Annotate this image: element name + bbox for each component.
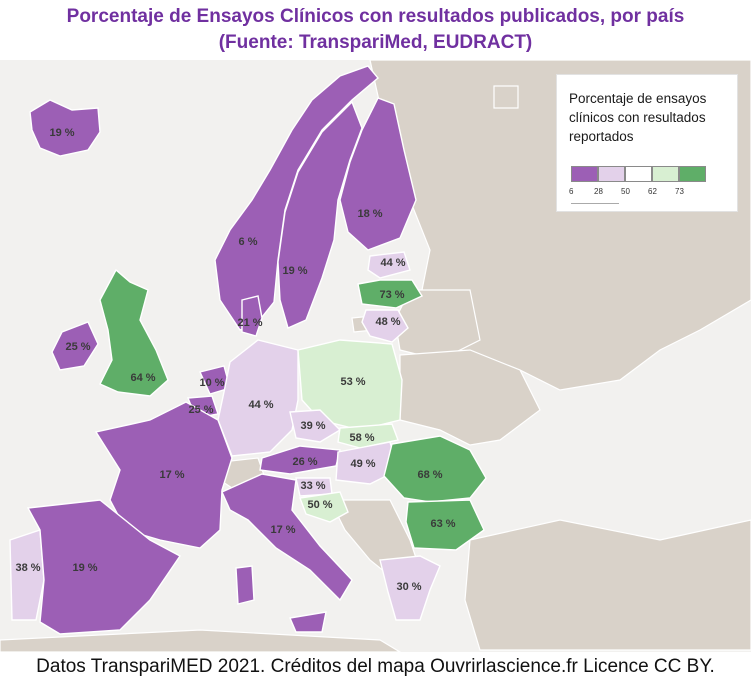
legend: Porcentaje de ensayos clínicos con resul… (556, 74, 738, 212)
country-denmark (241, 295, 263, 337)
legend-swatch-green (679, 166, 706, 182)
country-latvia (357, 279, 424, 309)
country-turkey (464, 519, 751, 651)
label-bulgaria: 63 % (430, 518, 455, 530)
country-czechia (289, 409, 342, 443)
label-denmark: 21 % (237, 317, 262, 329)
label-iceland: 19 % (49, 127, 74, 139)
label-lithuania: 48 % (375, 316, 400, 328)
country-ireland (51, 321, 99, 371)
label-romania: 68 % (417, 469, 442, 481)
map-title: Porcentaje de Ensayos Clínicos con resul… (0, 4, 751, 56)
label-france: 17 % (159, 469, 184, 481)
legend-swatch-light-purple (598, 166, 625, 182)
country-lithuania (361, 309, 409, 343)
country-sweden (277, 100, 363, 329)
legend-swatch-white (625, 166, 652, 182)
country-iceland (29, 99, 101, 157)
country-bulgaria (405, 499, 485, 551)
legend-tick: 28 (594, 187, 603, 196)
country-romania (383, 435, 487, 503)
label-united-kingdom: 64 % (130, 372, 155, 384)
country-africa-coast (0, 629, 402, 652)
label-hungary: 49 % (350, 458, 375, 470)
country-italy (221, 473, 353, 602)
label-slovenia: 33 % (300, 480, 325, 492)
label-belgium: 25 % (188, 404, 213, 416)
label-spain: 19 % (72, 562, 97, 574)
label-austria: 26 % (292, 456, 317, 468)
title-line-1: Porcentaje de Ensayos Clínicos con resul… (66, 6, 685, 27)
legend-swatch-light-green (652, 166, 679, 182)
credit-footer: Datos TranspariMED 2021. Créditos del ma… (36, 656, 715, 677)
country-estonia (367, 251, 411, 279)
label-poland: 53 % (340, 376, 365, 388)
label-croatia: 50 % (307, 499, 332, 511)
label-ireland: 25 % (65, 341, 90, 353)
country-france (94, 401, 233, 549)
country-poland (297, 339, 403, 431)
label-germany: 44 % (248, 399, 273, 411)
legend-tick: 50 (621, 187, 630, 196)
label-italy: 17 % (270, 524, 295, 536)
country-austria (259, 445, 341, 475)
legend-swatch-purple (571, 166, 598, 182)
label-latvia: 73 % (379, 289, 404, 301)
label-czechia: 39 % (300, 420, 325, 432)
legend-title: Porcentaje de ensayos clínicos con resul… (569, 91, 707, 144)
legend-tick: 73 (675, 187, 684, 196)
label-netherlands: 10 % (199, 377, 224, 389)
legend-underline (571, 203, 619, 204)
title-line-2: (Fuente: TranspariMed, EUDRACT) (218, 32, 533, 53)
legend-color-scale (571, 166, 706, 182)
country-croatia (299, 491, 349, 523)
country-sicily (289, 611, 327, 633)
label-portugal: 38 % (15, 562, 40, 574)
country-sardinia (235, 565, 255, 605)
label-finland: 18 % (357, 208, 382, 220)
country-spain (26, 499, 182, 635)
country-novaya-zemlya (493, 85, 519, 109)
legend-tick: 6 (569, 187, 574, 196)
label-estonia: 44 % (380, 257, 405, 269)
country-united-kingdom (99, 268, 169, 397)
country-portugal (9, 529, 45, 621)
legend-tick: 62 (648, 187, 657, 196)
label-sweden: 19 % (282, 265, 307, 277)
legend-ticks: 6 28 50 62 73 (567, 187, 727, 199)
country-greece (379, 555, 441, 621)
label-greece: 30 % (396, 581, 421, 593)
country-germany (217, 339, 299, 457)
label-slovakia: 58 % (349, 432, 374, 444)
country-finland (339, 97, 417, 251)
label-norway: 6 % (239, 236, 258, 248)
country-ukraine (399, 349, 541, 446)
